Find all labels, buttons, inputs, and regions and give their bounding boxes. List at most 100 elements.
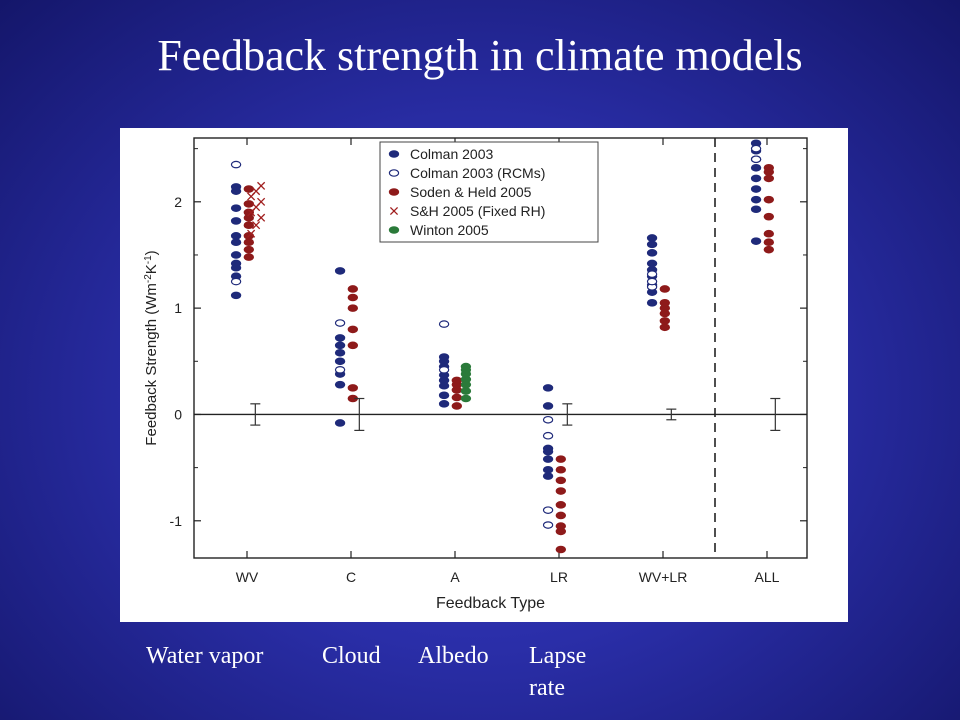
- data-point: [763, 245, 775, 254]
- data-point: [555, 501, 567, 509]
- x-tick-label: WV: [236, 569, 259, 585]
- data-point: [555, 465, 567, 474]
- data-point: [334, 380, 346, 389]
- data-point: [555, 455, 567, 463]
- data-point: [763, 229, 775, 238]
- data-point: [460, 387, 472, 395]
- data-point: [334, 365, 346, 374]
- data-point: [750, 163, 762, 172]
- data-point: [247, 229, 256, 238]
- x-tick-label: LR: [550, 569, 568, 585]
- feedback-strength-chart: -1 0 1 2 WV C A LR WV+LR ALL Feedback Type Feedback…: [143, 137, 808, 612]
- y-tick-label: 1: [174, 300, 182, 316]
- x-tick-label: A: [450, 569, 460, 585]
- caption-lapse: Lapse: [529, 643, 587, 669]
- data-point: [334, 419, 346, 427]
- data-point: [243, 185, 255, 193]
- x-tick-label: WV+LR: [639, 569, 688, 585]
- data-point: [347, 325, 359, 334]
- plot-frame: [193, 137, 808, 559]
- data-point: [646, 259, 658, 268]
- data-point: [230, 160, 242, 169]
- data-point: [347, 384, 359, 392]
- legend-label: Colman 2003: [410, 146, 493, 162]
- data-point: [555, 522, 567, 530]
- y-tick-label: 0: [174, 406, 182, 422]
- data-point: [334, 341, 346, 350]
- data-point: [646, 277, 658, 286]
- data-point: [334, 334, 346, 342]
- chart-panel: -1 0 1 2 WV C A LR WV+LR ALL Feedback Type Feedback…: [120, 128, 848, 622]
- data-point: [243, 238, 255, 247]
- data-point: [230, 277, 242, 286]
- data-point: [243, 208, 255, 217]
- data-point: [243, 221, 255, 229]
- data-point: [347, 285, 359, 293]
- legend-marker: [388, 150, 400, 158]
- data-point: [763, 238, 775, 247]
- data-point: [438, 365, 450, 374]
- data-point: [230, 232, 242, 240]
- data-point: [542, 431, 554, 440]
- data-point: [451, 393, 463, 402]
- data-point: [646, 240, 658, 249]
- caption-albedo: Albedo: [418, 643, 489, 669]
- data-point: [334, 348, 346, 357]
- data-point: [646, 299, 658, 307]
- data-point: [230, 183, 242, 191]
- data-point: [542, 472, 554, 480]
- data-point: [763, 163, 775, 172]
- data-point: [257, 213, 266, 222]
- caption-rate: rate: [529, 675, 565, 701]
- legend-label: Winton 2005: [410, 222, 489, 238]
- y-axis-title: Feedback Strength (Wm-2K-1): [143, 250, 161, 445]
- data-point: [646, 249, 658, 257]
- data-point: [230, 217, 242, 225]
- data-point: [347, 341, 359, 350]
- data-point: [230, 238, 242, 247]
- data-point: [659, 299, 671, 307]
- legend-marker: [388, 226, 400, 234]
- data-point: [763, 174, 775, 183]
- data-point: [438, 320, 450, 328]
- data-point: [750, 174, 762, 183]
- data-point: [750, 144, 762, 153]
- legend-marker: [388, 169, 400, 177]
- data-point: [555, 511, 567, 520]
- data-point: [460, 394, 472, 403]
- data-point: [542, 465, 554, 474]
- data-point: [347, 304, 359, 312]
- data-point: [555, 487, 567, 495]
- data-point: [646, 234, 658, 242]
- data-point: [542, 506, 554, 514]
- caption-water-vapor: Water vapor: [146, 643, 264, 669]
- legend-label: S&H 2005 (Fixed RH): [410, 203, 545, 219]
- x-tick-label: ALL: [755, 569, 780, 585]
- data-point: [542, 521, 554, 529]
- data-point: [451, 402, 463, 410]
- data-point: [750, 155, 762, 164]
- data-point: [460, 362, 472, 371]
- legend-marker: [389, 206, 399, 216]
- data-point: [243, 245, 255, 254]
- x-axis-title: Feedback Type: [436, 595, 545, 612]
- data-point: [334, 267, 346, 275]
- data-point: [763, 212, 775, 221]
- data-point: [542, 384, 554, 392]
- data-point: [750, 237, 762, 245]
- data-point: [347, 293, 359, 302]
- slide-title: Feedback strength in climate models: [157, 31, 803, 80]
- data-point: [750, 185, 762, 193]
- legend-label: Soden & Held 2005: [410, 184, 532, 200]
- data-point: [243, 253, 255, 261]
- data-point: [542, 455, 554, 463]
- data-point: [438, 353, 450, 361]
- data-point: [257, 197, 266, 206]
- data-point: [542, 444, 554, 453]
- data-point: [646, 270, 658, 278]
- y-tick-label: -1: [170, 513, 183, 529]
- data-point: [542, 415, 554, 424]
- data-point: [252, 221, 261, 230]
- data-point: [542, 402, 554, 410]
- data-point: [334, 357, 346, 366]
